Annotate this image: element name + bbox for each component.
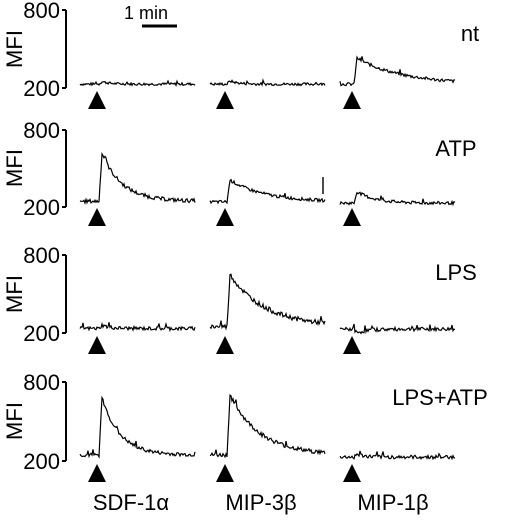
panel-2: 800 200 MFI ATP bbox=[2, 118, 477, 226]
y-tick-label-800: 800 bbox=[23, 370, 60, 395]
panel-1: 800 200 MFI nt bbox=[2, 0, 479, 109]
panel-3: 800 200 MFI LPS bbox=[2, 243, 477, 354]
y-tick-label-800: 800 bbox=[23, 118, 60, 143]
trace-nt-mip1b bbox=[339, 55, 456, 87]
stim-arrow-lpsatp-mip1b bbox=[343, 464, 361, 482]
y-axis-title: MFI bbox=[2, 30, 27, 68]
y-tick-label-200: 200 bbox=[23, 195, 60, 220]
trace-lpsatp-mip3b bbox=[209, 394, 326, 459]
y-axis-title: MFI bbox=[2, 402, 27, 440]
trace-lps-mip1b bbox=[339, 323, 456, 335]
y-tick-label-200: 200 bbox=[23, 321, 60, 346]
trace-nt-sdf1a bbox=[79, 79, 196, 88]
condition-label-nt: nt bbox=[461, 21, 479, 46]
condition-label-atp: ATP bbox=[435, 136, 476, 161]
stim-arrow-nt-mip1b bbox=[343, 91, 361, 109]
y-tick-label-800: 800 bbox=[23, 243, 60, 268]
stim-arrow-atp-sdf1a bbox=[88, 208, 106, 226]
y-axis-title: MFI bbox=[2, 275, 27, 313]
stim-arrow-nt-sdf1a bbox=[88, 91, 106, 109]
stim-arrow-atp-mip3b bbox=[216, 208, 234, 226]
stimulus-label-mip1b: MIP-1β bbox=[357, 490, 428, 515]
stim-arrow-lps-mip1b bbox=[343, 336, 361, 354]
scale-bar-label: 1 min bbox=[124, 3, 168, 23]
y-axis-title: MFI bbox=[2, 149, 27, 187]
trace-nt-mip3b bbox=[209, 78, 326, 87]
stim-arrow-nt-mip3b bbox=[216, 91, 234, 109]
stimulus-label-sdf1a: SDF-1α bbox=[93, 490, 170, 515]
trace-atp-mip3b bbox=[209, 178, 326, 205]
y-tick-label-200: 200 bbox=[23, 76, 60, 101]
y-tick-label-800: 800 bbox=[23, 0, 60, 23]
condition-label-lps: LPS bbox=[435, 260, 477, 285]
stim-arrow-lpsatp-sdf1a bbox=[88, 464, 106, 482]
panel-4: 800 200 MFI LPS+ATP bbox=[2, 370, 488, 482]
condition-label-lps-atp: LPS+ATP bbox=[392, 385, 488, 410]
stimulus-label-mip3b: MIP-3β bbox=[225, 490, 296, 515]
trace-atp-mip1b bbox=[339, 191, 456, 207]
trace-atp-sdf1a bbox=[79, 151, 196, 205]
y-tick-label-200: 200 bbox=[23, 449, 60, 474]
stim-arrow-lps-sdf1a bbox=[88, 336, 106, 354]
trace-lpsatp-mip1b bbox=[339, 450, 456, 461]
stim-arrow-lps-mip3b bbox=[216, 336, 234, 354]
stim-arrow-lpsatp-mip3b bbox=[216, 464, 234, 482]
stim-arrow-atp-mip1b bbox=[343, 208, 361, 226]
trace-lps-mip3b bbox=[209, 273, 326, 331]
trace-lps-sdf1a bbox=[79, 321, 196, 333]
trace-lpsatp-sdf1a bbox=[79, 395, 196, 459]
